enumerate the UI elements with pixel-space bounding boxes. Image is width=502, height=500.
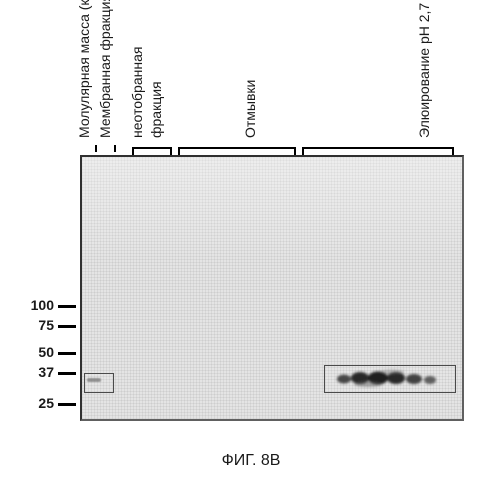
lane-bracket-elution <box>302 147 454 153</box>
mw-label-75: 75 <box>24 317 54 333</box>
mw-label-100: 100 <box>24 297 54 313</box>
lane-label-unsel-2: фракция <box>148 81 164 138</box>
mw-tick <box>58 352 76 355</box>
mw-tick <box>58 305 76 308</box>
mw-label-50: 50 <box>24 344 54 360</box>
lane-label-membrane: Мембранная фракция <box>97 0 113 138</box>
lane-tick <box>114 145 116 152</box>
lane-label-unsel-1: неотобранная <box>129 47 145 138</box>
mw-label-25: 25 <box>24 395 54 411</box>
lane-label-elution: Элюирование pH 2,7 <box>416 3 432 138</box>
mw-tick <box>58 325 76 328</box>
figure-canvas: Молулярная масса (кДа) Мембранная фракци… <box>0 0 502 500</box>
figure-caption: ФИГ. 8В <box>0 452 502 470</box>
band-box-elution <box>324 365 456 393</box>
lane-label-wash: Отмывки <box>242 80 258 138</box>
band-box-lane1 <box>84 373 114 393</box>
mw-label-37: 37 <box>24 364 54 380</box>
mw-tick <box>58 403 76 406</box>
lane-label-mw: Молулярная масса (кДа) <box>76 0 92 138</box>
lane-bracket-unselected <box>132 147 172 153</box>
lane-tick <box>95 145 97 152</box>
lane-bracket-wash <box>178 147 296 153</box>
mw-tick <box>58 372 76 375</box>
gel-image <box>80 155 464 421</box>
